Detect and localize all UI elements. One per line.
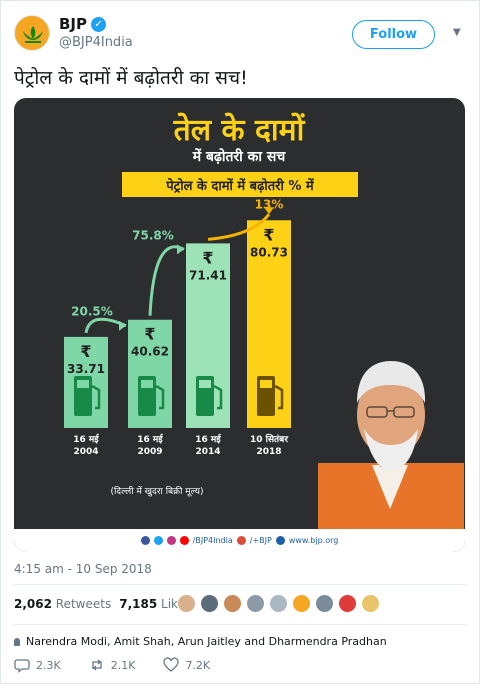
liker-avatar[interactable]: [269, 594, 288, 613]
increase-label: 20.5%: [71, 305, 113, 319]
liker-avatar[interactable]: [223, 594, 242, 613]
fuel-pump-icon: [138, 376, 165, 416]
liker-avatar[interactable]: [315, 594, 334, 613]
infographic-footer: /BJP4India /+BJP www.bjp.org: [14, 529, 465, 552]
footer-web: www.bjp.org: [288, 536, 339, 545]
liker-avatar[interactable]: [361, 594, 380, 613]
instagram-icon: [166, 536, 176, 545]
increase-label: 75.8%: [132, 228, 174, 242]
twitter-icon: [153, 536, 163, 545]
people-icon: [14, 637, 20, 646]
account-handle[interactable]: @BJP4India: [59, 35, 133, 50]
replying-to: Narendra Modi, Amit Shah, Arun Jaitley a…: [14, 635, 387, 648]
divider: [14, 624, 466, 625]
chart-banner-title: पेट्रोल के दामों में बढ़ोतरी % में: [165, 178, 315, 194]
facebook-icon: [140, 536, 150, 545]
category-label: 2014: [195, 447, 220, 457]
divider: [14, 584, 466, 585]
account-avatar[interactable]: [14, 15, 50, 51]
web-icon: [275, 536, 285, 545]
leader-portrait: [318, 361, 464, 529]
category-label: 16 मई: [137, 433, 163, 445]
category-label: 2004: [73, 447, 98, 457]
category-label: 2009: [137, 447, 162, 457]
reply-button[interactable]: 2.3K: [14, 657, 61, 673]
liker-avatar[interactable]: [246, 594, 265, 613]
chevron-down-icon[interactable]: ▼: [453, 27, 461, 38]
tweet-media-infographic[interactable]: तेल के दामों में बढ़ोतरी का सच पेट्रोल क…: [14, 98, 465, 552]
fuel-pump-icon: [196, 376, 223, 416]
currency-symbol: ₹: [144, 325, 155, 344]
increase-label: 13%: [255, 197, 284, 211]
retweet-icon: [92, 659, 102, 671]
banner-background: [122, 172, 358, 197]
price-note: (दिल्ली में खुदरा बिक्री मूल्य): [110, 485, 203, 497]
currency-symbol: ₹: [80, 342, 91, 361]
bar-value-label: 71.41: [189, 268, 227, 282]
fuel-pump-icon: [74, 376, 101, 416]
increase-arrow: 13%: [207, 197, 284, 241]
tweet-actions: 2.3K 2.1K 7.2K: [14, 657, 210, 673]
liker-avatar[interactable]: [292, 594, 311, 613]
verified-badge-icon: ✓: [91, 16, 107, 32]
engagement-stats: 2,062 Retweets 7,185 Likes: [14, 597, 191, 611]
retweet-button[interactable]: 2.1K: [89, 657, 135, 673]
tweet-timestamp[interactable]: 4:15 am - 10 Sep 2018: [14, 562, 152, 576]
increase-arrow: 20.5%: [71, 305, 127, 334]
currency-symbol: ₹: [263, 225, 274, 244]
increase-arrows-group: 20.5% 75.8% 13%: [71, 197, 284, 334]
heart-icon: [163, 657, 180, 672]
liker-avatar[interactable]: [338, 594, 357, 613]
category-label: 10 सितंबर: [250, 433, 288, 445]
infographic-chart: तेल के दामों में बढ़ोतरी का सच पेट्रोल क…: [64, 112, 464, 529]
footer-gplus: /+BJP: [249, 536, 272, 545]
fuel-pump-icon: [257, 376, 284, 416]
like-button[interactable]: 7.2K: [163, 657, 210, 673]
category-label: 16 मई: [73, 433, 99, 445]
footer-handle: /BJP4India: [192, 536, 233, 545]
google-plus-icon: [236, 536, 246, 545]
infographic-subtitle: में बढ़ोतरी का सच: [192, 148, 287, 165]
follow-button[interactable]: Follow: [352, 20, 435, 49]
liker-avatar[interactable]: [177, 594, 196, 613]
youtube-icon: [179, 536, 189, 545]
infographic-title: तेल के दामों: [173, 112, 306, 148]
liker-avatars: [177, 594, 380, 613]
category-label: 16 मई: [195, 433, 221, 445]
bars-group: ₹33.71 16 मई 2004 ₹40.62 16 मई 2009 ₹71.41 16 म…: [64, 220, 291, 457]
lotus-logo-icon: [23, 26, 43, 43]
category-label: 2018: [256, 447, 281, 457]
liker-avatar[interactable]: [200, 594, 219, 613]
bar-value-label: 40.62: [131, 345, 169, 359]
bar-value-label: 80.73: [250, 245, 288, 259]
account-name[interactable]: BJP ✓: [59, 15, 107, 33]
bar-value-label: 33.71: [67, 362, 105, 376]
reply-icon: [14, 659, 30, 673]
retweets-stat[interactable]: 2,062 Retweets: [14, 597, 112, 611]
tweet-text: पेट्रोल के दामों में बढ़ोतरी का सच!: [14, 67, 248, 89]
increase-arrow: 75.8%: [132, 228, 185, 316]
currency-symbol: ₹: [202, 248, 213, 267]
